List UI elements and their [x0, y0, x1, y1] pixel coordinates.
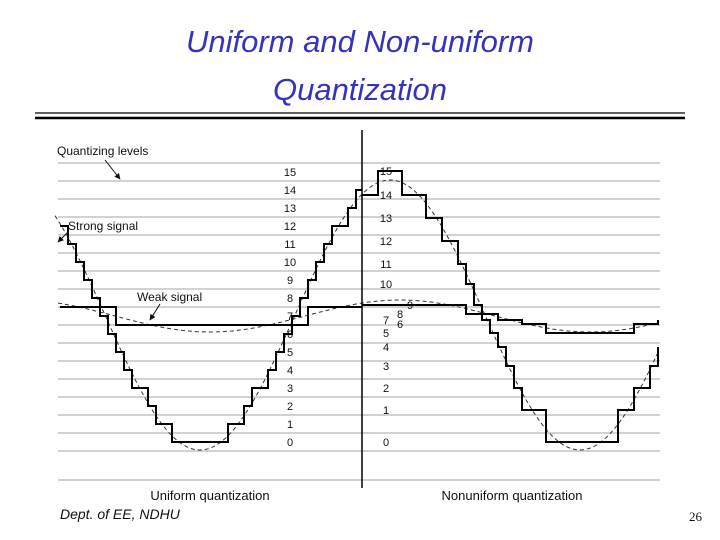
level-label: 14 [380, 190, 392, 202]
level-label: 15 [284, 167, 296, 179]
title-line: Quantization [273, 72, 447, 107]
level-label: 10 [284, 257, 296, 269]
level-label: 4 [383, 342, 389, 354]
level-label: 5 [287, 347, 293, 359]
uniform-weak-staircase [60, 306, 362, 326]
page-number: 26 [689, 509, 703, 524]
level-label: 0 [287, 437, 293, 449]
level-label: 13 [284, 203, 296, 215]
level-label: 6 [397, 319, 403, 331]
level-label: 13 [380, 213, 392, 225]
level-label: 12 [284, 221, 296, 233]
level-label: 7 [287, 311, 293, 323]
arrow [57, 231, 69, 243]
annotation: Quantizing levels [57, 144, 148, 158]
level-label: 8 [287, 293, 293, 305]
nonuniform-strong-staircase [362, 170, 659, 443]
level-label: 0 [383, 437, 389, 449]
level-label: 3 [383, 361, 389, 373]
level-label: 1 [287, 419, 293, 431]
caption: Uniform quantization [150, 488, 269, 503]
level-label: 11 [380, 259, 391, 271]
level-label: 7 [383, 315, 389, 327]
annotation: Weak signal [137, 290, 202, 304]
footer-department: Dept. of EE, NDHU [60, 506, 181, 522]
level-label: 5 [383, 328, 389, 340]
level-label: 8 [397, 309, 403, 321]
level-label: 12 [380, 236, 392, 248]
level-label: 2 [287, 401, 293, 413]
level-label: 4 [287, 365, 293, 377]
annotation: Strong signal [68, 219, 138, 233]
arrow [104, 159, 121, 180]
level-label: 14 [284, 185, 296, 197]
level-label: 1 [383, 405, 389, 417]
caption: Nonuniform quantization [442, 488, 583, 503]
arrow [149, 303, 161, 321]
analog-signal [54, 179, 659, 451]
nonuniform-weak-staircase [362, 304, 659, 334]
level-label: 9 [287, 275, 293, 287]
level-label: 11 [284, 239, 295, 251]
level-label: 10 [380, 279, 392, 291]
analog-signal [57, 299, 659, 333]
uniform-strong-staircase [60, 189, 362, 443]
title-line: Uniform and Non-uniform [186, 24, 534, 59]
level-label: 2 [383, 383, 389, 395]
level-label: 3 [287, 383, 293, 395]
